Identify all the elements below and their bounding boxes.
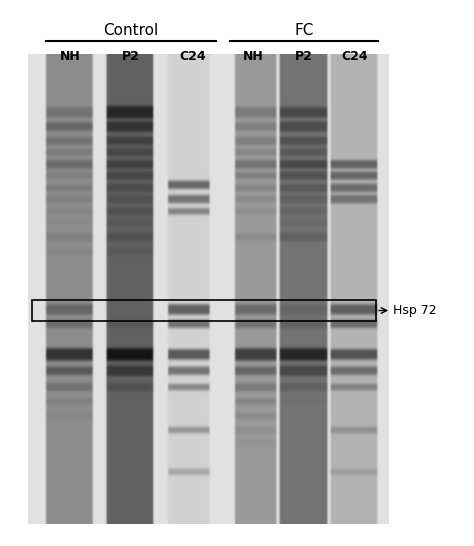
Text: C24: C24: [179, 50, 206, 63]
Text: Hsp 72: Hsp 72: [393, 304, 437, 317]
Text: NH: NH: [60, 50, 80, 63]
Text: Control: Control: [103, 22, 159, 38]
Text: P2: P2: [122, 50, 140, 63]
Text: FC: FC: [294, 22, 314, 38]
Text: NH: NH: [243, 50, 264, 63]
Text: P2: P2: [295, 50, 313, 63]
Text: C24: C24: [341, 50, 368, 63]
